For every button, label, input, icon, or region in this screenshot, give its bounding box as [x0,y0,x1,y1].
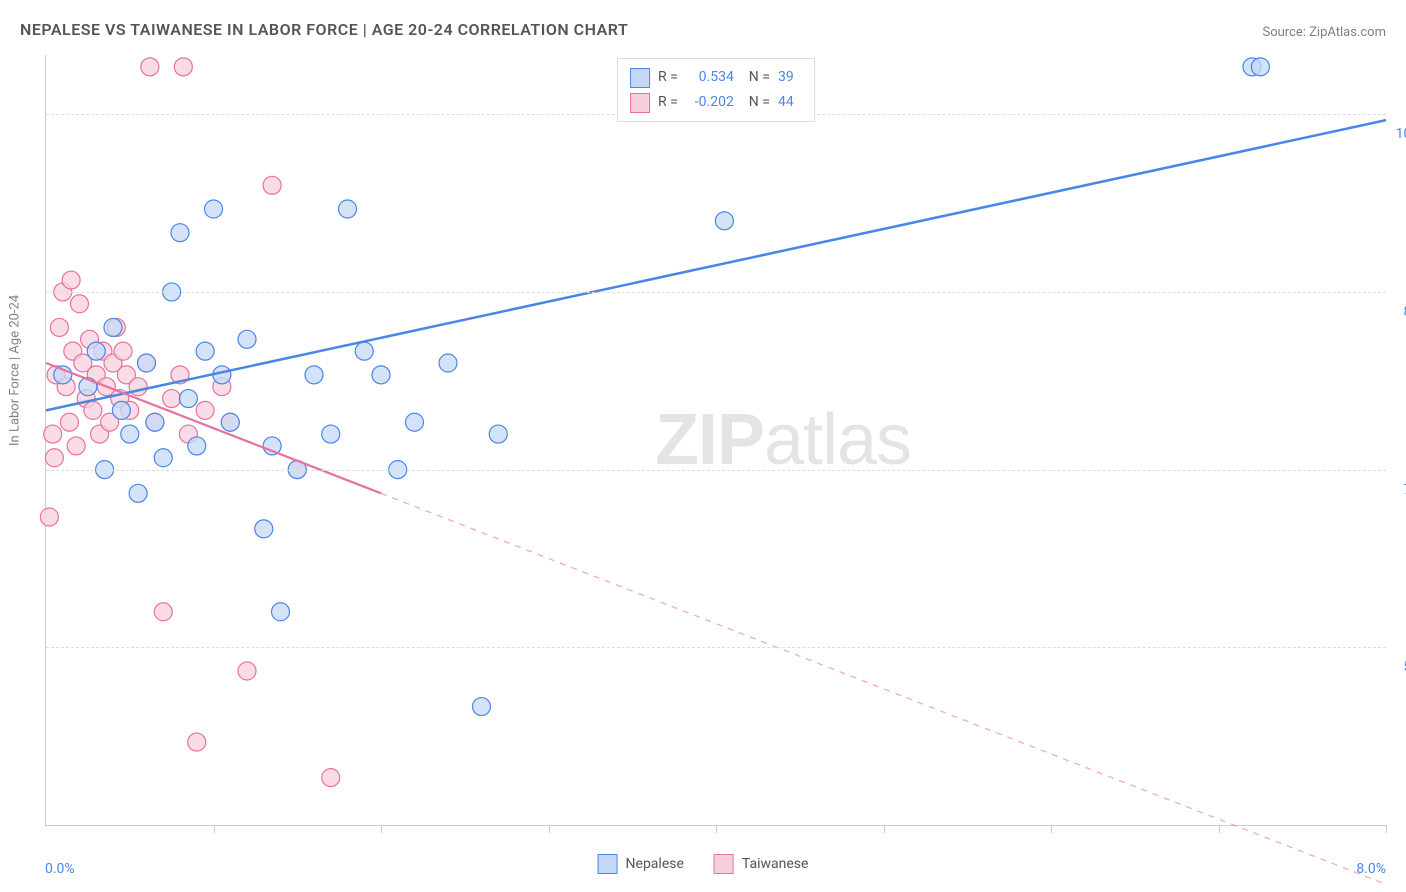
scatter-point [146,413,164,431]
scatter-point [112,401,130,419]
y-tick-label: 100.0% [1396,126,1406,142]
scatter-point [238,662,256,680]
scatter-point [87,342,105,360]
gridline [46,292,1386,293]
scatter-point [40,508,58,526]
scatter-point [196,401,214,419]
legend-r-label: R = [658,65,678,90]
legend-r-value: 0.534 [686,65,734,90]
gridline [46,470,1386,471]
x-tick [716,825,717,833]
scatter-point [84,401,102,419]
scatter-point [154,603,172,621]
scatter-point [67,437,85,455]
scatter-point [171,224,189,242]
legend-swatch-icon [714,854,734,874]
scatter-point [489,425,507,443]
x-tick [549,825,550,833]
scatter-point [439,354,457,372]
scatter-point [196,342,214,360]
legend-n-label: N = [742,65,770,90]
scatter-point [71,295,89,313]
scatter-point [715,212,733,230]
scatter-point [263,176,281,194]
scatter-point [263,437,281,455]
gridline [46,647,1386,648]
scatter-point [174,58,192,76]
chart-title: NEPALESE VS TAIWANESE IN LABOR FORCE | A… [20,20,628,39]
x-tick [1386,825,1387,833]
scatter-point [1251,58,1269,76]
scatter-point [62,271,80,289]
x-tick [1051,825,1052,833]
legend-item-nepalese: Nepalese [598,854,684,874]
series-legend: Nepalese Taiwanese [598,854,809,874]
scatter-point [305,366,323,384]
legend-label: Nepalese [626,856,684,872]
scatter-point [221,413,239,431]
scatter-point [322,769,340,787]
x-tick [884,825,885,833]
source-label: Source: ZipAtlas.com [1262,25,1386,40]
scatter-point [205,200,223,218]
scatter-point [179,390,197,408]
plot-area: ZIPatlas R = 0.534 N = 39 R = -0.202 N =… [45,55,1386,826]
scatter-point [129,484,147,502]
legend-n-value: 39 [778,65,802,90]
legend-r-label: R = [658,90,678,115]
legend-label: Taiwanese [742,856,809,872]
legend-n-label: N = [742,90,770,115]
trend-line [46,120,1386,410]
legend-swatch-icon [598,854,618,874]
x-tick [214,825,215,833]
y-axis-label: In Labor Force | Age 20-24 [8,295,23,446]
legend-r-value: -0.202 [686,90,734,115]
scatter-point [163,390,181,408]
scatter-point [238,330,256,348]
scatter-point [188,733,206,751]
scatter-point [255,520,273,538]
scatter-point [154,449,172,467]
scatter-point [188,437,206,455]
scatter-point [44,425,62,443]
legend-row-taiwanese: R = -0.202 N = 44 [630,90,802,115]
scatter-point [406,413,424,431]
scatter-point [473,698,491,716]
scatter-point [372,366,390,384]
scatter-point [272,603,290,621]
scatter-point [121,425,139,443]
scatter-point [104,318,122,336]
x-axis-min-label: 0.0% [45,861,75,877]
legend-swatch-icon [630,68,650,88]
legend-item-taiwanese: Taiwanese [714,854,809,874]
x-axis-max-label: 8.0% [1356,861,1386,877]
correlation-legend: R = 0.534 N = 39 R = -0.202 N = 44 [617,58,815,122]
chart-svg [46,55,1386,825]
scatter-point [50,318,68,336]
scatter-point [45,449,63,467]
scatter-point [339,200,357,218]
scatter-point [141,58,159,76]
legend-n-value: 44 [778,90,802,115]
scatter-point [60,413,78,431]
legend-row-nepalese: R = 0.534 N = 39 [630,65,802,90]
legend-swatch-icon [630,93,650,113]
scatter-point [138,354,156,372]
scatter-point [114,342,132,360]
scatter-point [355,342,373,360]
scatter-point [322,425,340,443]
x-tick [1219,825,1220,833]
x-tick [381,825,382,833]
